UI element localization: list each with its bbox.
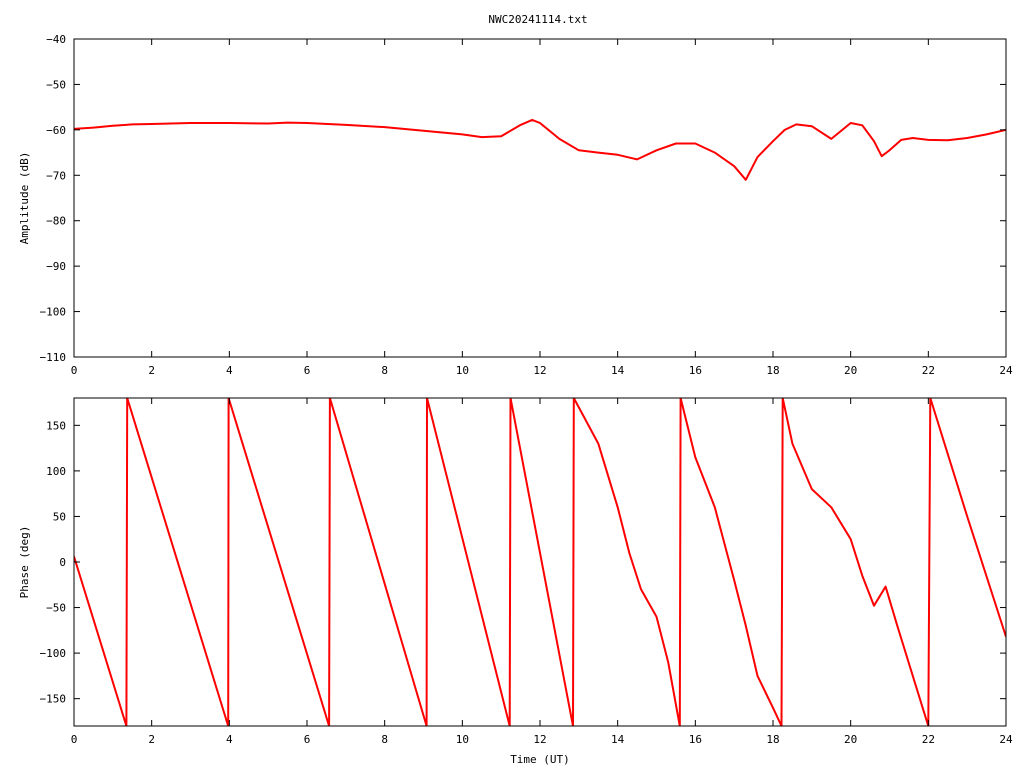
amplitude-x-tick-label: 22 — [922, 364, 935, 377]
amplitude-x-tick-label: 24 — [999, 364, 1013, 377]
phase-x-tick-label: 18 — [766, 733, 779, 746]
phase-y-tick-label: 50 — [53, 510, 66, 523]
amplitude-y-tick-label: −40 — [46, 33, 66, 46]
phase-x-tick-label: 14 — [611, 733, 625, 746]
amplitude-x-tick-label: 14 — [611, 364, 625, 377]
phase-x-tick-label: 12 — [533, 733, 546, 746]
phase-x-tick-label: 24 — [999, 733, 1013, 746]
amplitude-x-tick-label: 20 — [844, 364, 857, 377]
phase-panel: 0 2 4 6 8 10 12 14 16 18 20 22 24−150−100−5005010015… — [18, 397, 1013, 766]
phase-x-tick-label: 16 — [689, 733, 702, 746]
phase-x-tick-label: 22 — [922, 733, 935, 746]
amplitude-x-tick-label: 10 — [456, 364, 469, 377]
amplitude-x-tick-label: 8 — [381, 364, 388, 377]
phase-x-tick-label: 8 — [381, 733, 388, 746]
phase-y-tick-label: −100 — [40, 647, 67, 660]
amplitude-y-tick-label: −80 — [46, 215, 66, 228]
phase-x-tick-label: 20 — [844, 733, 857, 746]
phase-x-tick-label: 10 — [456, 733, 469, 746]
phase-y-axis-label: Phase (deg) — [18, 526, 31, 599]
phase-x-tick-label: 6 — [304, 733, 311, 746]
phase-x-tick-label: 2 — [148, 733, 155, 746]
amplitude-y-tick-label: −110 — [40, 351, 67, 364]
amplitude-x-tick-label: 4 — [226, 364, 233, 377]
amplitude-x-tick-label: 6 — [304, 364, 311, 377]
amplitude-x-tick-label: 12 — [533, 364, 546, 377]
phase-y-tick-label: −50 — [46, 602, 66, 615]
amplitude-x-tick-label: 16 — [689, 364, 702, 377]
amplitude-y-tick-label: −90 — [46, 260, 66, 273]
phase-y-tick-label: 0 — [59, 556, 66, 569]
phase-series-line — [74, 398, 1006, 726]
phase-y-tick-label: 100 — [46, 465, 66, 478]
amplitude-y-axis-label: Amplitude (dB) — [18, 152, 31, 245]
phase-y-tick-label: 150 — [46, 419, 66, 432]
amplitude-x-tick-label: 2 — [148, 364, 155, 377]
amplitude-x-tick-label: 0 — [71, 364, 78, 377]
amplitude-panel: 0 2 4 6 8 10 12 14 16 18 20 22 24−110−100−90−80−70−6… — [18, 33, 1013, 377]
amplitude-x-tick-label: 18 — [766, 364, 779, 377]
phase-y-tick-label: −150 — [40, 693, 67, 706]
phase-x-axis-label: Time (UT) — [510, 753, 570, 766]
amplitude-y-tick-label: −50 — [46, 78, 66, 91]
amplitude-y-tick-label: −70 — [46, 169, 66, 182]
amplitude-series-line — [74, 118, 1006, 181]
amplitude-y-tick-label: −60 — [46, 124, 66, 137]
chart-title: NWC20241114.txt — [488, 13, 587, 26]
phase-x-tick-label: 4 — [226, 733, 233, 746]
amplitude-y-tick-label: −100 — [40, 306, 67, 319]
phase-x-tick-label: 0 — [71, 733, 78, 746]
